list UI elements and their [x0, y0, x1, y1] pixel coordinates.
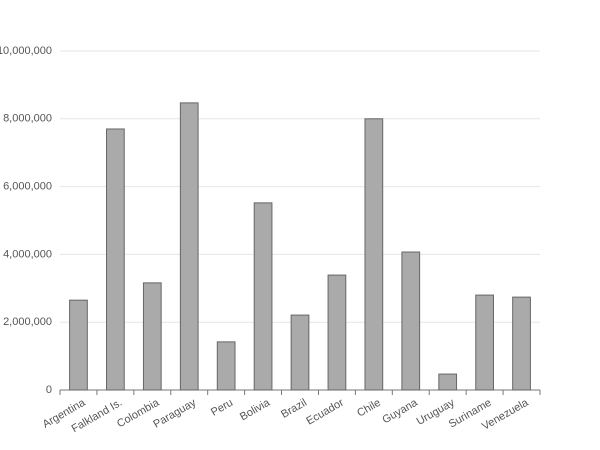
bar — [401, 251, 421, 391]
bar — [512, 296, 531, 391]
y-tick-label: 6,000,000 — [3, 181, 52, 193]
x-tick-label: Guyana — [380, 396, 420, 426]
x-tick-label: Paraguay — [151, 396, 198, 430]
x-tick-label: Bolivia — [238, 396, 273, 423]
y-tick-label: 0 — [46, 384, 52, 396]
x-tick-label: Ecuador — [304, 397, 346, 428]
bar — [142, 282, 162, 391]
y-tick-label: 8,000,000 — [3, 113, 52, 125]
bar — [475, 294, 494, 391]
x-tick-label: Chile — [355, 397, 383, 420]
bar — [216, 341, 236, 391]
bar — [253, 202, 273, 391]
bar — [327, 274, 347, 391]
bar — [69, 299, 88, 391]
y-tick-label: 10,000,000 — [0, 45, 52, 57]
bar — [438, 373, 458, 391]
y-tick-label: 4,000,000 — [3, 248, 52, 260]
bar — [290, 314, 310, 391]
bar — [364, 118, 384, 391]
y-tick-label: 2,000,000 — [3, 316, 52, 328]
bar — [106, 128, 125, 391]
x-tick-label: Peru — [209, 397, 235, 419]
bar — [179, 102, 199, 391]
